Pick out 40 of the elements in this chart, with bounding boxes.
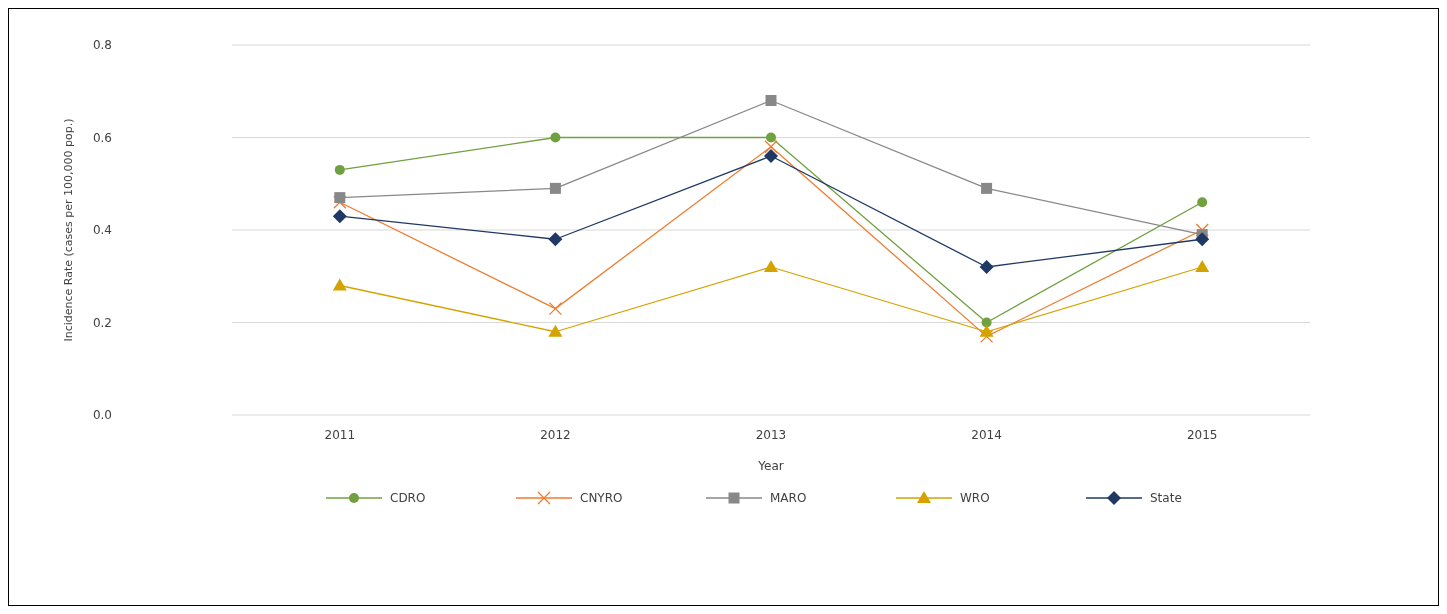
y-tick-label: 0.0 [92, 408, 112, 423]
point [332, 278, 347, 291]
point [548, 301, 563, 316]
x-tick-label: 2015 [1186, 428, 1218, 442]
legend-label: CNYRO [580, 491, 623, 506]
point [548, 232, 563, 247]
point [334, 192, 346, 204]
x-axis-title: Year [757, 459, 784, 473]
point [764, 149, 778, 163]
point [979, 329, 994, 344]
point [765, 95, 777, 106]
x-tick-label: 2012 [540, 428, 571, 442]
point [981, 182, 993, 194]
point [548, 324, 563, 337]
x-tick-label: 2011 [324, 428, 356, 442]
point [1195, 232, 1210, 247]
x-tick-label: 2014 [971, 428, 1002, 442]
legend-label: CDRO [390, 491, 426, 506]
y-tick-label: 0.6 [92, 130, 112, 145]
point [549, 182, 561, 194]
point [979, 260, 994, 274]
point [766, 132, 776, 143]
point [1195, 260, 1210, 272]
x-tick-label: 2013 [755, 428, 787, 442]
point [550, 132, 561, 143]
point [334, 164, 345, 175]
y-tick-label: 0.4 [92, 223, 112, 238]
point [979, 324, 994, 337]
point [332, 209, 347, 224]
point [1195, 223, 1209, 237]
point [333, 195, 347, 209]
point [764, 260, 778, 272]
y-tick-label: 0.8 [92, 38, 112, 53]
point [1197, 197, 1208, 208]
legend-label: State [1150, 491, 1182, 506]
legend-label: WRO [960, 491, 990, 506]
legend-label: MARO [770, 491, 807, 506]
y-axis-title: Incidence Rate (cases per 100,000 pop.) [62, 118, 75, 342]
point [764, 140, 778, 154]
y-tick-label: 0.2 [92, 315, 112, 330]
